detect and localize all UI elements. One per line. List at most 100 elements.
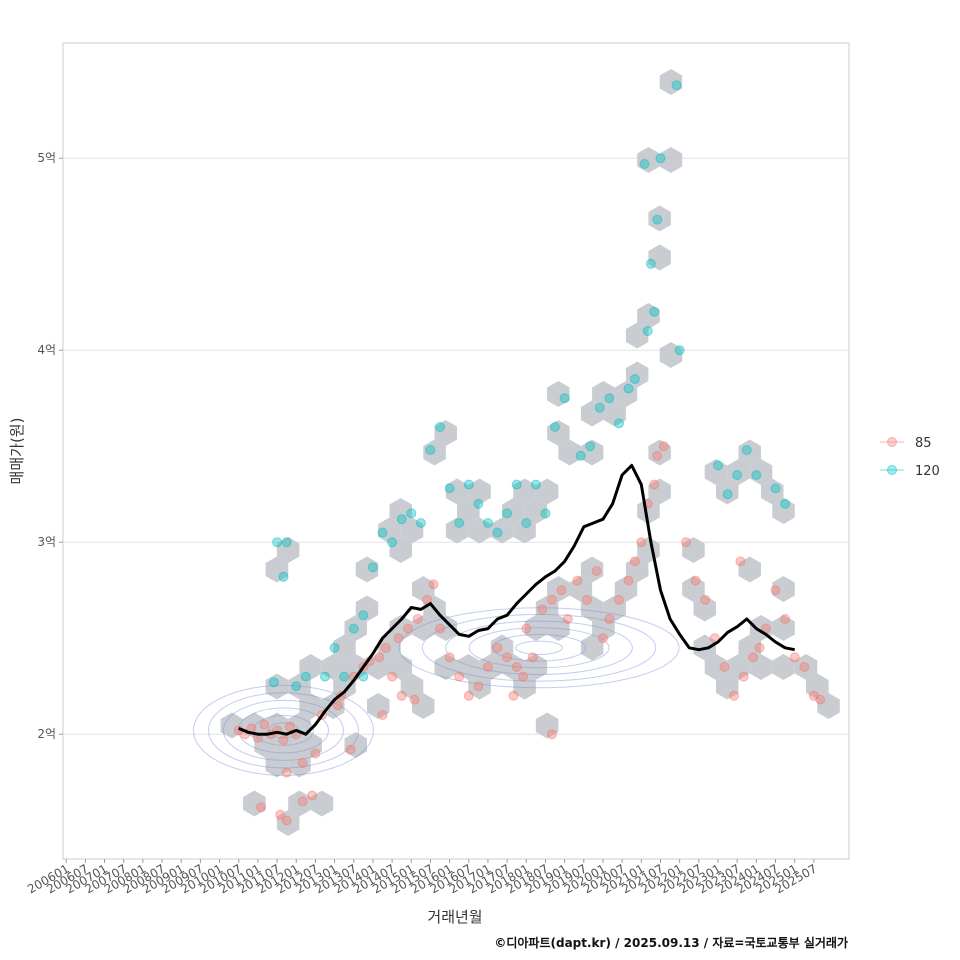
point-85-8 bbox=[284, 721, 295, 732]
hex-bin bbox=[727, 459, 750, 485]
hex-bin bbox=[288, 790, 311, 817]
point-85-73 bbox=[738, 671, 749, 682]
hex-bin bbox=[693, 595, 716, 622]
hex-bin bbox=[389, 615, 412, 641]
point-85-44 bbox=[511, 662, 522, 672]
y-axis-title: 매매가(원) bbox=[8, 418, 26, 485]
point-120-25 bbox=[492, 527, 503, 538]
contour-0-5 bbox=[207, 692, 359, 769]
point-120-29 bbox=[530, 479, 541, 490]
hex-bin bbox=[445, 517, 469, 544]
hex-bin bbox=[412, 615, 435, 641]
point-120-0 bbox=[272, 537, 283, 548]
point-85-63 bbox=[649, 479, 660, 490]
hex-bin bbox=[333, 634, 356, 661]
point-120-39 bbox=[629, 374, 640, 384]
point-85-51 bbox=[556, 585, 567, 596]
point-120-41 bbox=[649, 306, 660, 317]
point-120-47 bbox=[674, 345, 685, 356]
point-85-36 bbox=[409, 694, 420, 705]
point-120-42 bbox=[645, 258, 656, 269]
point-85-29 bbox=[403, 623, 414, 634]
point-120-26 bbox=[502, 508, 513, 519]
point-85-81 bbox=[799, 662, 810, 672]
point-120-14 bbox=[387, 537, 398, 548]
point-85-59 bbox=[623, 575, 634, 586]
point-85-74 bbox=[748, 652, 759, 663]
hex-bin bbox=[749, 654, 773, 680]
point-85-65 bbox=[658, 441, 669, 452]
point-85-66 bbox=[546, 729, 557, 740]
point-120-34 bbox=[585, 441, 596, 452]
hex-bin bbox=[648, 205, 671, 232]
hex-bin bbox=[625, 361, 649, 388]
point-120-38 bbox=[623, 383, 634, 394]
hex-bin bbox=[243, 790, 266, 817]
hex-bin bbox=[524, 498, 548, 524]
point-85-76 bbox=[754, 642, 765, 653]
point-120-35 bbox=[594, 402, 605, 413]
point-85-67 bbox=[681, 537, 691, 548]
point-120-9 bbox=[348, 623, 359, 634]
hex-bin bbox=[603, 400, 626, 427]
hex-bin bbox=[299, 693, 322, 719]
hex-bin bbox=[468, 478, 491, 505]
hex-bin bbox=[367, 693, 390, 719]
point-85-26 bbox=[380, 642, 391, 653]
contour-1-1 bbox=[515, 640, 563, 655]
point-120-28 bbox=[521, 518, 532, 528]
point-120-1 bbox=[281, 537, 292, 548]
point-120-54 bbox=[780, 498, 791, 509]
point-85-30 bbox=[412, 614, 423, 624]
trend-line bbox=[238, 463, 795, 736]
point-85-57 bbox=[604, 614, 615, 624]
point-120-15 bbox=[396, 514, 407, 525]
y-axis-ticks: 2억 3억 4억 5억 bbox=[37, 151, 63, 741]
point-85-46 bbox=[508, 690, 519, 701]
hex-bin bbox=[513, 517, 536, 544]
legend: 85 120 bbox=[880, 436, 940, 479]
hex-bin bbox=[738, 634, 761, 661]
hexbin-layer bbox=[220, 69, 840, 836]
hex-bin bbox=[659, 69, 683, 95]
point-85-79 bbox=[780, 614, 791, 624]
point-120-19 bbox=[435, 422, 445, 432]
hex-bin bbox=[434, 420, 457, 446]
point-85-19 bbox=[332, 700, 343, 711]
hex-bin bbox=[288, 751, 311, 778]
hex-bin bbox=[648, 244, 671, 271]
point-120-17 bbox=[415, 518, 426, 528]
point-120-32 bbox=[559, 393, 570, 404]
hex-bin bbox=[513, 478, 536, 505]
y-tick-label-0: 2억 bbox=[37, 727, 56, 741]
hex-bin bbox=[265, 673, 289, 700]
point-120-16 bbox=[406, 508, 417, 519]
point-85-80 bbox=[789, 652, 800, 663]
point-85-47 bbox=[518, 671, 529, 682]
hex-bin bbox=[806, 673, 829, 700]
hex-bin bbox=[502, 654, 525, 680]
contour-1-5 bbox=[421, 613, 657, 682]
hex-bin bbox=[682, 537, 705, 563]
hex-bin bbox=[400, 673, 424, 700]
contour-1-2 bbox=[491, 633, 587, 662]
scatter-points bbox=[233, 80, 826, 826]
hex-bin bbox=[400, 517, 424, 544]
point-120-21 bbox=[454, 518, 465, 528]
point-85-48 bbox=[527, 652, 538, 663]
hex-bin bbox=[220, 712, 244, 739]
hex-bin bbox=[321, 654, 345, 680]
point-85-64 bbox=[652, 450, 663, 461]
contour-0-2 bbox=[252, 714, 314, 746]
hex-bin bbox=[558, 439, 581, 466]
point-85-15 bbox=[281, 767, 292, 778]
point-120-12 bbox=[367, 562, 378, 573]
hex-bin bbox=[344, 615, 367, 641]
hex-bin bbox=[592, 615, 615, 641]
y-tick-label-1: 3억 bbox=[37, 535, 56, 549]
point-85-49 bbox=[537, 604, 548, 615]
hex-bin bbox=[637, 303, 660, 329]
density-contours bbox=[192, 607, 680, 776]
point-120-22 bbox=[463, 479, 474, 490]
